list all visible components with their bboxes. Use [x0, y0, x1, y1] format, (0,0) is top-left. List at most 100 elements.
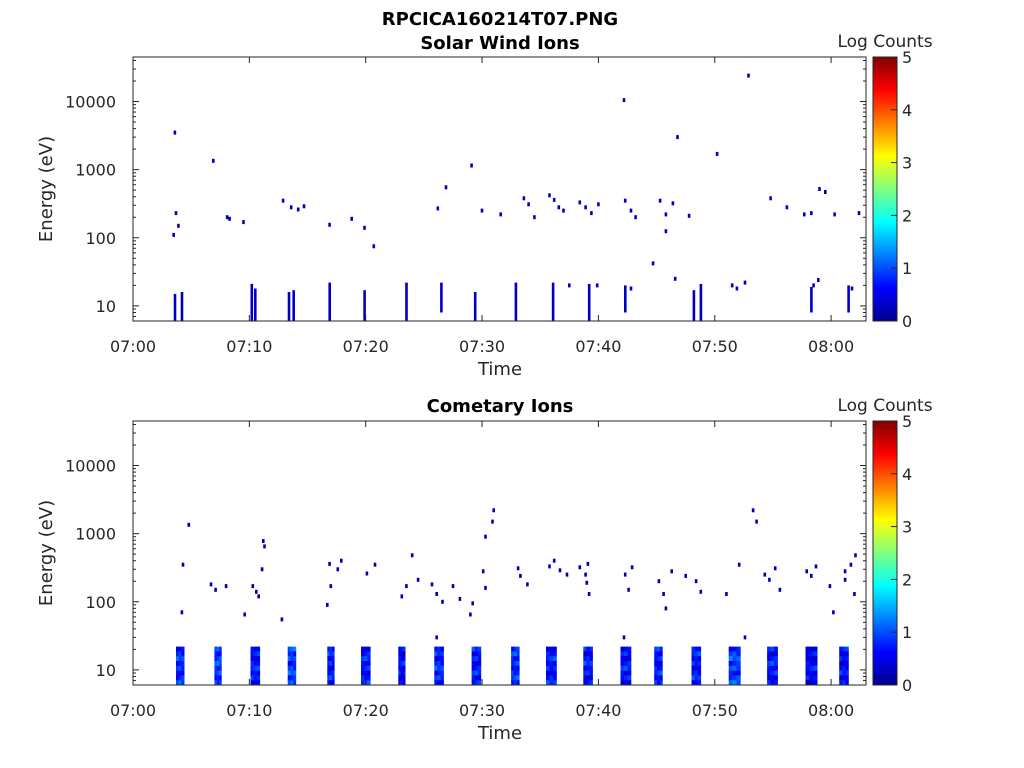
heatmap-cell: [477, 670, 482, 676]
heatmap-point: [328, 222, 331, 227]
heatmap-cell: [813, 661, 818, 667]
heatmap-cell: [434, 656, 438, 662]
heatmap-point: [260, 567, 264, 572]
heatmap-cell: [589, 661, 593, 667]
heatmap-cell: [214, 670, 217, 676]
heatmap-point: [595, 283, 599, 288]
heatmap-point: [671, 201, 675, 206]
heatmap-point: [699, 589, 703, 594]
heatmap-cell: [813, 670, 818, 676]
heatmap-cell: [691, 651, 695, 657]
heatmap-cell: [553, 656, 557, 662]
heatmap-point: [471, 601, 474, 606]
heatmap-cell: [367, 656, 371, 662]
heatmap-cell: [553, 675, 557, 681]
heatmap-cell: [546, 680, 550, 686]
heatmap-cell: [809, 651, 814, 657]
heatmap-point: [751, 508, 755, 513]
heatmap-cell: [511, 651, 515, 657]
heatmap-cell: [624, 665, 628, 671]
heatmap-cell: [732, 665, 737, 671]
heatmap-point: [405, 584, 408, 589]
y-ticks: 10 100 1000 10000: [65, 423, 866, 686]
heatmap-point: [568, 283, 571, 288]
heatmap-cell: [583, 675, 587, 681]
heatmap-cell: [250, 680, 254, 686]
heatmap-streak: [847, 285, 850, 313]
heatmap-cell: [839, 656, 843, 662]
heatmap-cell: [583, 646, 587, 652]
heatmap-cell: [216, 670, 220, 676]
heatmap-point: [365, 571, 369, 576]
heatmap-point: [755, 519, 758, 524]
heatmap-cell: [728, 675, 733, 681]
heatmap-cell: [845, 675, 849, 681]
heatmap-cell: [216, 656, 220, 662]
heatmap-cell: [697, 665, 702, 671]
heatmap-point: [296, 207, 300, 212]
heatmap-cell: [437, 646, 441, 652]
heatmap-cell: [627, 675, 632, 681]
heatmap-cell: [477, 656, 482, 662]
heatmap-cell: [842, 646, 846, 652]
heatmap-cell: [219, 665, 222, 671]
heatmap-cell: [250, 670, 254, 676]
heatmap-cell: [691, 675, 695, 681]
heatmap-point: [630, 565, 634, 570]
heatmap-point: [481, 569, 485, 574]
heatmap-cell: [774, 675, 778, 681]
heatmap-cell: [287, 661, 291, 667]
heatmap-point: [850, 286, 854, 291]
heatmap-cell: [654, 675, 658, 681]
heatmap-cell: [178, 646, 182, 652]
y-tick-label: 100: [85, 229, 116, 248]
heatmap-point: [416, 577, 420, 582]
heatmap-point: [499, 212, 502, 217]
heatmap-cell: [434, 646, 438, 652]
heatmap-cell: [813, 680, 818, 686]
heatmap-cell: [589, 656, 593, 662]
heatmap-cell: [694, 646, 698, 652]
heatmap-cell: [736, 665, 741, 671]
x-tick-label: 07:50: [692, 701, 738, 720]
heatmap-cell: [553, 665, 557, 671]
heatmap-cell: [511, 661, 515, 667]
heatmap-cell: [367, 651, 371, 657]
x-tick-label: 07:30: [459, 337, 505, 356]
plot-frame: [132, 56, 867, 322]
heatmap-cell: [440, 675, 444, 681]
heatmap-cell: [813, 646, 818, 652]
heatmap-cell: [434, 661, 438, 667]
heatmap-cell: [627, 646, 632, 652]
heatmap-streak: [363, 290, 366, 321]
heatmap-cell: [287, 670, 291, 676]
heatmap-cell: [546, 665, 550, 671]
heatmap-cell: [332, 680, 335, 686]
heatmap-cell: [654, 646, 658, 652]
heatmap-cell: [181, 670, 185, 676]
heatmap-cell: [767, 661, 771, 667]
heatmap-cell: [253, 675, 257, 681]
heatmap-cell: [691, 670, 695, 676]
heatmap-cell: [216, 680, 220, 686]
heatmap-point: [684, 573, 687, 578]
y-tick-label: 10000: [65, 93, 116, 112]
heatmap-cell: [809, 661, 814, 667]
colorbar-tick-label: 4: [902, 101, 912, 120]
heatmap-cell: [256, 675, 261, 681]
heatmap-cell: [253, 665, 257, 671]
heatmap-point: [810, 211, 813, 216]
heatmap-cell: [732, 680, 737, 686]
heatmap-point: [350, 216, 353, 221]
x-tick-label: 07:50: [692, 337, 738, 356]
heatmap-point: [743, 635, 747, 640]
heatmap-cell: [691, 680, 695, 686]
heatmap-cell: [474, 665, 479, 671]
heatmap-cell: [216, 665, 220, 671]
heatmap-cell: [513, 661, 517, 667]
heatmap-point: [578, 200, 582, 205]
y-tick-label: 10: [96, 297, 116, 316]
heatmap-point: [785, 205, 789, 210]
heatmap-cell: [216, 661, 220, 667]
heatmap-cell: [290, 665, 294, 671]
